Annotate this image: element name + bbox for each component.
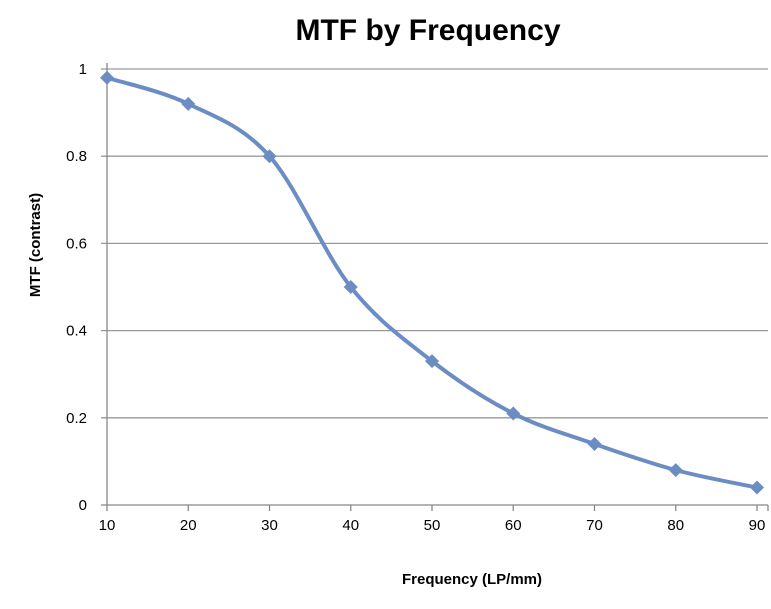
data-point-marker <box>425 354 439 369</box>
x-tick-label: 50 <box>424 517 441 534</box>
y-tick-label: 0.8 <box>66 148 87 165</box>
data-point-marker <box>343 280 358 294</box>
x-tick-label: 90 <box>749 517 766 534</box>
x-tick-label: 70 <box>586 517 603 534</box>
x-tick-label: 40 <box>342 517 359 534</box>
series-line <box>106 75 758 490</box>
chart-title: MTF by Frequency <box>295 14 560 47</box>
data-point-marker <box>262 149 277 164</box>
data-point-marker <box>506 406 521 421</box>
data-point-marker <box>181 96 196 111</box>
y-tick-label: 0.2 <box>66 410 87 427</box>
data-point-marker <box>100 70 114 85</box>
x-axis-label: Frequency (LP/mm) <box>402 571 542 588</box>
data-point-marker <box>668 463 683 478</box>
x-tick-label: 80 <box>667 517 684 534</box>
y-tick-label: 0.4 <box>66 323 87 340</box>
x-tick-label: 30 <box>261 517 278 534</box>
y-axis-label: MTF (contrast) <box>27 193 44 297</box>
y-tick-label: 0.6 <box>66 235 87 252</box>
y-tick-label: 1 <box>79 61 87 78</box>
data-point-marker <box>750 480 764 495</box>
x-tick-label: 10 <box>99 517 116 534</box>
data-point-marker <box>587 436 602 451</box>
x-tick-label: 60 <box>505 517 522 534</box>
y-tick-label: 0 <box>79 497 87 514</box>
x-tick-label: 20 <box>180 517 197 534</box>
